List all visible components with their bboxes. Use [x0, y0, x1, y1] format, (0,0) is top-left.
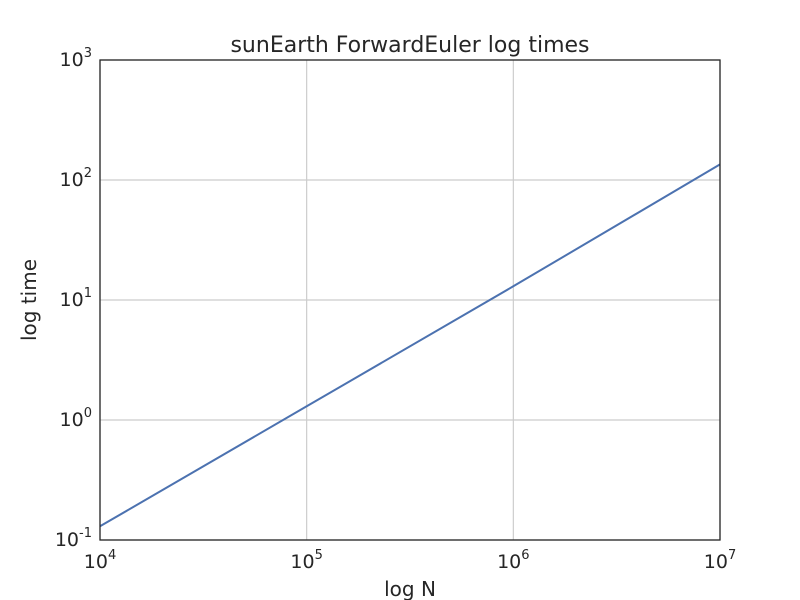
- x-tick-label-1: 105: [290, 548, 322, 573]
- x-tick-labels: 104 105 106 107: [84, 548, 736, 573]
- chart-title: sunEarth ForwardEuler log times: [230, 33, 589, 58]
- y-tick-labels: 10-1 100 101 102 103: [55, 46, 92, 551]
- y-tick-label-0: 10-1: [55, 526, 92, 551]
- x-tick-label-3: 107: [704, 548, 736, 573]
- x-tick-label-2: 106: [497, 548, 529, 573]
- x-tick-label-0: 104: [84, 548, 116, 573]
- y-tick-label-4: 103: [60, 46, 92, 71]
- series-layer: [99, 163, 721, 528]
- y-tick-label-1: 100: [60, 406, 92, 431]
- series-line-0: [99, 163, 721, 528]
- grid: [99, 59, 721, 541]
- y-tick-label-2: 101: [60, 286, 92, 311]
- plot-frame: [99, 59, 721, 541]
- y-axis-label: log time: [17, 259, 41, 341]
- x-axis-label: log N: [384, 577, 436, 600]
- y-tick-label-3: 102: [60, 166, 92, 191]
